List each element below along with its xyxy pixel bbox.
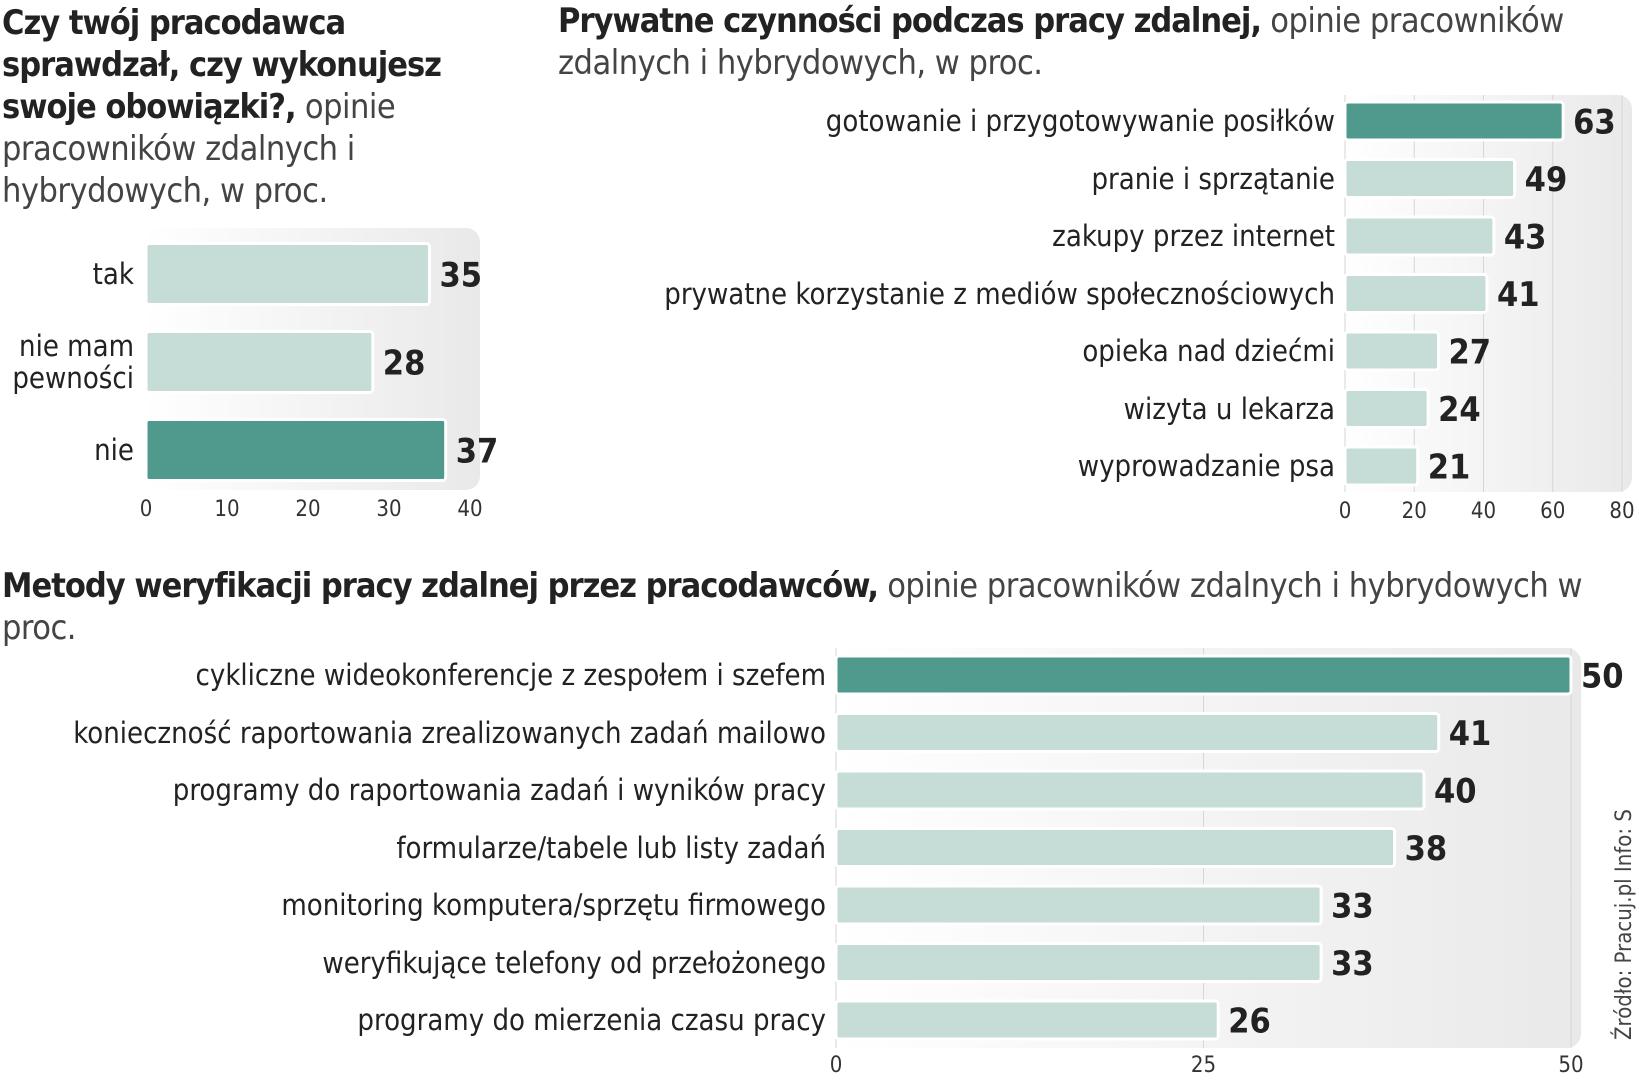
value-label: 27 [1448, 333, 1491, 373]
bar [1343, 100, 1565, 142]
x-tick-label: 10 [214, 497, 239, 522]
value-label: 24 [1438, 390, 1481, 430]
bar [834, 712, 1441, 753]
bar [144, 330, 375, 394]
value-label: 63 [1573, 103, 1616, 143]
category-label: wyprowadzanie psa [1077, 449, 1335, 483]
bar [144, 418, 448, 482]
x-tick-label: 40 [457, 497, 482, 522]
x-tick-label: 60 [1540, 499, 1565, 524]
category-label: pranie i sprzątanie [1091, 161, 1335, 196]
x-tick-label: 0 [830, 1053, 843, 1078]
bar [834, 884, 1323, 926]
bar [834, 654, 1573, 696]
chart-subtitle: opinie pracowników zdalnych i hybrydowyc… [2, 566, 1583, 648]
value-label: 40 [1434, 772, 1477, 812]
chart-subtitle: opinie pracowników zdalnych i hybrydowyc… [2, 87, 396, 211]
category-label: zakupy przez internet [1052, 219, 1335, 253]
x-tick-label: 30 [376, 497, 401, 522]
value-label: 50 [1581, 657, 1624, 697]
value-label: 21 [1428, 448, 1471, 488]
bar [1343, 388, 1430, 429]
chart-title-block: Czy twój pracodawca sprawdzał, czy wykon… [2, 2, 472, 212]
category-label: programy do raportowania zadań i wyników… [172, 773, 826, 807]
chart-title-block: Metody weryfikacji pracy zdalnej przez p… [2, 565, 1632, 649]
x-tick-label: 0 [140, 497, 153, 522]
category-label: wizyta u lekarza [1123, 391, 1335, 426]
x-tick-label: 25 [1191, 1053, 1216, 1078]
value-label: 28 [383, 344, 426, 384]
bar [1343, 273, 1489, 314]
value-label: 35 [440, 256, 483, 296]
chart-title: Metody weryfikacji pracy zdalnej przez p… [2, 566, 879, 606]
category-label: programy do mierzenia czasu pracy [357, 1003, 826, 1037]
chart-title-block: Prywatne czynności podczas pracy zdalnej… [558, 0, 1633, 84]
value-label: 41 [1449, 714, 1492, 754]
x-tick-label: 20 [295, 497, 320, 522]
category-label: cykliczne wideokonferencje z zespołem i … [195, 658, 826, 692]
chart-title: Czy twój pracodawca sprawdzał, czy wykon… [2, 3, 442, 127]
bar [834, 942, 1323, 983]
value-label: 49 [1525, 160, 1568, 200]
value-label: 37 [456, 432, 499, 472]
value-label: 43 [1504, 218, 1547, 258]
bar [1343, 215, 1496, 257]
chart-subtitle: opinie pracowników zdalnych i hybrydowyc… [558, 1, 1564, 83]
bar [834, 827, 1397, 868]
category-label: opieka nad dziećmi [1082, 334, 1335, 368]
bar [834, 769, 1426, 811]
value-label: 38 [1405, 829, 1448, 869]
category-label: tak [92, 257, 134, 291]
bar [144, 242, 431, 306]
x-tick-label: 40 [1471, 499, 1496, 524]
category-label: prywatne korzystanie z mediów społecznoś… [664, 276, 1335, 311]
x-tick-label: 80 [1609, 499, 1634, 524]
bar [834, 999, 1220, 1041]
value-label: 33 [1331, 944, 1374, 984]
x-tick-label: 0 [1339, 499, 1352, 524]
category-label: konieczność raportowania zrealizowanych … [73, 715, 826, 750]
category-label: gotowanie i przygotowywanie posiłków [825, 104, 1335, 138]
category-label: nie [94, 433, 134, 467]
value-label: 41 [1497, 275, 1540, 315]
chart-title: Prywatne czynności podczas pracy zdalnej… [558, 1, 1262, 41]
bar [1343, 158, 1517, 199]
value-label: 26 [1228, 1002, 1271, 1042]
category-label: nie mam pewności [12, 329, 134, 395]
category-label: monitoring komputera/sprzętu firmowego [281, 888, 826, 922]
bar [1343, 445, 1420, 487]
x-tick-label: 20 [1402, 499, 1427, 524]
category-label: weryfikujące telefony od przełożonego [322, 945, 826, 980]
x-tick-label: 50 [1558, 1053, 1583, 1078]
category-label: formularze/tabele lub listy zadań [396, 830, 826, 865]
bar [1343, 330, 1440, 372]
value-label: 33 [1331, 887, 1374, 927]
